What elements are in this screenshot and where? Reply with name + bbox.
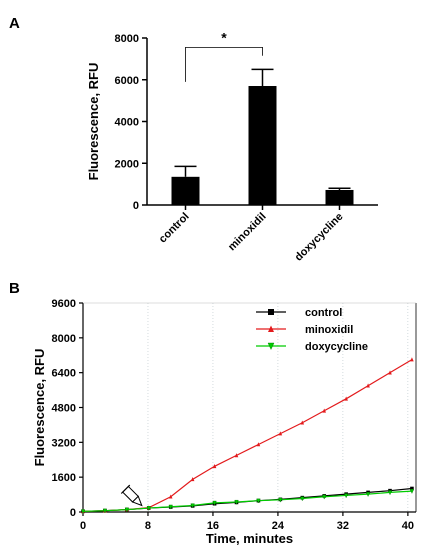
legend-label-minoxidil: minoxidil	[305, 324, 353, 336]
point-minoxidil	[278, 431, 283, 436]
significance-bracket	[185, 46, 263, 82]
point-doxycycline	[80, 509, 86, 515]
point-minoxidil	[168, 494, 173, 499]
bar-control	[171, 176, 200, 205]
point-doxycycline	[409, 489, 415, 494]
y-tick-label-b: 3200	[52, 437, 76, 449]
bar-minoxidil	[248, 86, 277, 205]
point-control	[410, 486, 414, 491]
legend-marker-minoxidil	[268, 325, 274, 332]
panel-label-a: A	[9, 15, 20, 32]
point-minoxidil	[212, 463, 217, 469]
x-tick-label-minoxidil: minoxidil	[226, 211, 269, 254]
x-axis-label-b: Time, minutes	[206, 531, 293, 546]
y-tick-label-a: 6000	[115, 75, 139, 87]
point-minoxidil	[388, 370, 392, 375]
y-tick-label-b: 9600	[52, 298, 76, 310]
point-minoxidil	[410, 357, 414, 362]
x-tick-label-b: 0	[80, 520, 86, 532]
x-tick-label-doxycycline: doxycycline	[293, 211, 346, 264]
point-doxycycline	[387, 490, 393, 496]
point-doxycycline	[124, 507, 129, 513]
point-minoxidil	[344, 396, 348, 401]
x-tick-label-b: 8	[145, 520, 151, 532]
point-minoxidil	[190, 477, 195, 482]
panel-label-b: B	[9, 280, 20, 297]
x-tick-label-b: 32	[337, 520, 349, 532]
y-tick-label-b: 8000	[52, 333, 76, 345]
point-doxycycline	[102, 508, 108, 514]
point-doxycycline	[146, 506, 151, 511]
y-tick-label-a: 0	[133, 200, 139, 212]
legend-marker-control	[268, 309, 274, 315]
x-tick-label-control: control	[157, 211, 192, 246]
point-minoxidil	[322, 408, 327, 413]
y-tick-label-a: 2000	[115, 158, 139, 170]
y-tick-label-b: 1600	[52, 472, 76, 484]
y-tick-label-b: 4800	[52, 403, 76, 415]
point-doxycycline	[212, 500, 217, 506]
point-minoxidil	[256, 442, 261, 447]
significance-label: *	[221, 29, 227, 45]
series-line-minoxidil	[82, 359, 413, 512]
point-doxycycline	[365, 492, 371, 497]
legend-label-doxycycline: doxycycline	[305, 341, 368, 353]
point-doxycycline	[278, 497, 283, 503]
point-doxycycline	[344, 493, 349, 499]
point-doxycycline	[234, 499, 239, 505]
y-tick-label-a: 8000	[115, 33, 139, 45]
legend-label-control: control	[305, 307, 342, 319]
y-tick-label-b: 0	[70, 507, 76, 519]
point-doxycycline	[322, 494, 327, 500]
injection-pipette-icon	[120, 484, 143, 507]
point-minoxidil	[234, 453, 239, 458]
y-tick-label-b: 6400	[52, 368, 76, 380]
pipette-tip	[131, 495, 143, 507]
y-axis-label-b: Fluorescence, RFU	[32, 349, 47, 467]
point-doxycycline	[256, 498, 261, 504]
y-axis-label-a: Fluorescence, RFU	[86, 63, 101, 181]
bar-doxycycline	[325, 189, 354, 205]
point-minoxidil	[366, 383, 370, 388]
x-tick-label-b: 16	[207, 520, 219, 532]
point-minoxidil	[300, 420, 305, 425]
point-doxycycline	[190, 503, 195, 509]
point-doxycycline	[168, 504, 173, 510]
series-line-doxycycline	[82, 490, 412, 512]
y-tick-label-a: 4000	[115, 117, 139, 129]
point-doxycycline	[300, 496, 305, 502]
x-tick-label-b: 40	[402, 520, 414, 532]
legend-marker-doxycycline	[267, 342, 275, 350]
x-tick-label-b: 24	[272, 520, 285, 532]
pipette-top	[120, 484, 131, 494]
